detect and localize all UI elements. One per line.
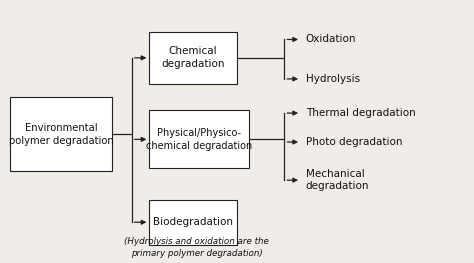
Text: Hydrolysis: Hydrolysis	[306, 74, 360, 84]
Text: Physical/Physico-
chemical degradation: Physical/Physico- chemical degradation	[146, 128, 252, 151]
Text: (Hydrolysis and oxidation are the
primary polymer degradation): (Hydrolysis and oxidation are the primar…	[124, 237, 269, 258]
Text: Oxidation: Oxidation	[306, 34, 356, 44]
Text: Mechanical
degradation: Mechanical degradation	[306, 169, 369, 191]
Text: Environmental
polymer degradation: Environmental polymer degradation	[9, 123, 114, 145]
Bar	[149, 200, 237, 245]
Text: Biodegradation: Biodegradation	[153, 217, 233, 227]
Text: Photo degradation: Photo degradation	[306, 137, 402, 147]
Bar	[149, 32, 237, 84]
Bar	[149, 110, 249, 168]
Text: Chemical
degradation: Chemical degradation	[162, 47, 225, 69]
Bar	[10, 97, 112, 171]
Text: Thermal degradation: Thermal degradation	[306, 108, 416, 118]
